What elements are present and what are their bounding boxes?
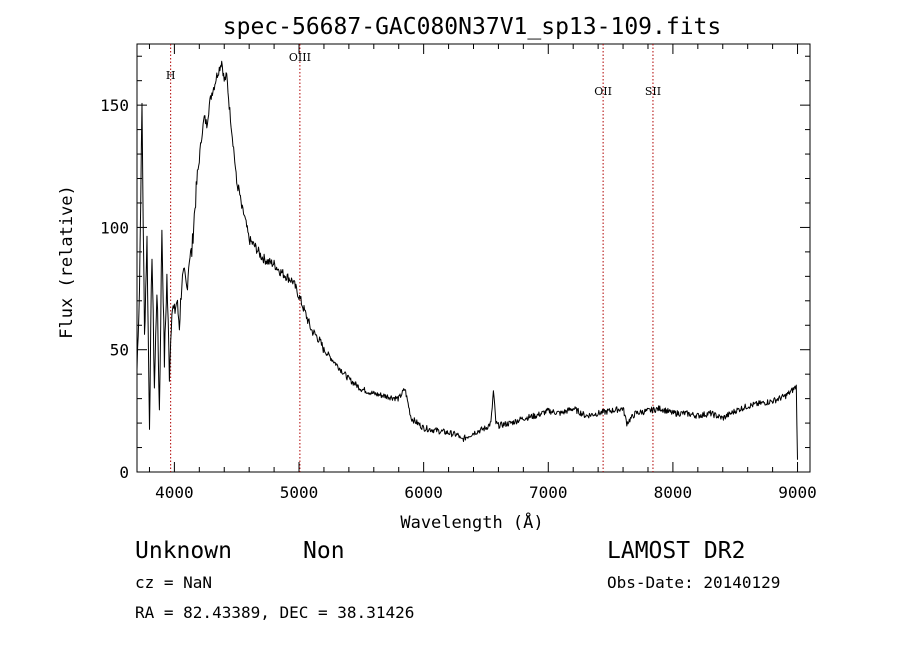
obs-date-text: Obs-Date: 20140129 (607, 573, 781, 592)
y-tick-label: 100 (100, 218, 129, 237)
x-tick-label: 9000 (778, 483, 817, 502)
y-axis-label: Flux (relative) (57, 185, 77, 339)
x-axis-label: Wavelength (Å) (400, 511, 543, 533)
spectrum-line (136, 60, 798, 460)
plot-area: 4000 5000 6000 7000 8000 9000 0 50 100 150 H OIII OI… (100, 43, 817, 502)
cz-text: cz = NaN (135, 573, 213, 592)
x-tick-label: 5000 (280, 483, 319, 502)
subclass-text: Non (303, 538, 345, 564)
survey-text: LAMOST DR2 (607, 538, 746, 564)
x-tick-label: 4000 (155, 483, 194, 502)
line-marker-label: H (166, 69, 176, 82)
classification-text: Unknown (135, 538, 232, 564)
x-tick-label: 8000 (654, 483, 693, 502)
y-tick-label: 150 (100, 96, 129, 115)
coords-text: RA = 82.43389, DEC = 38.31426 (135, 603, 415, 622)
y-tick-label: 0 (119, 463, 129, 482)
line-marker-label: OIII (289, 51, 311, 64)
x-tick-label: 7000 (529, 483, 568, 502)
line-marker-label: SII (645, 85, 661, 98)
chart-title: spec-56687-GAC080N37V1_sp13-109.fits (223, 14, 722, 40)
line-marker-label: OII (594, 85, 612, 98)
x-tick-label: 6000 (404, 483, 443, 502)
y-tick-label: 50 (110, 341, 129, 360)
plot-frame (136, 43, 811, 473)
